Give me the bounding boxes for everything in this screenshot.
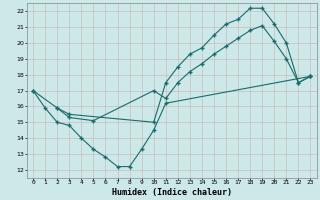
X-axis label: Humidex (Indice chaleur): Humidex (Indice chaleur) (112, 188, 232, 197)
